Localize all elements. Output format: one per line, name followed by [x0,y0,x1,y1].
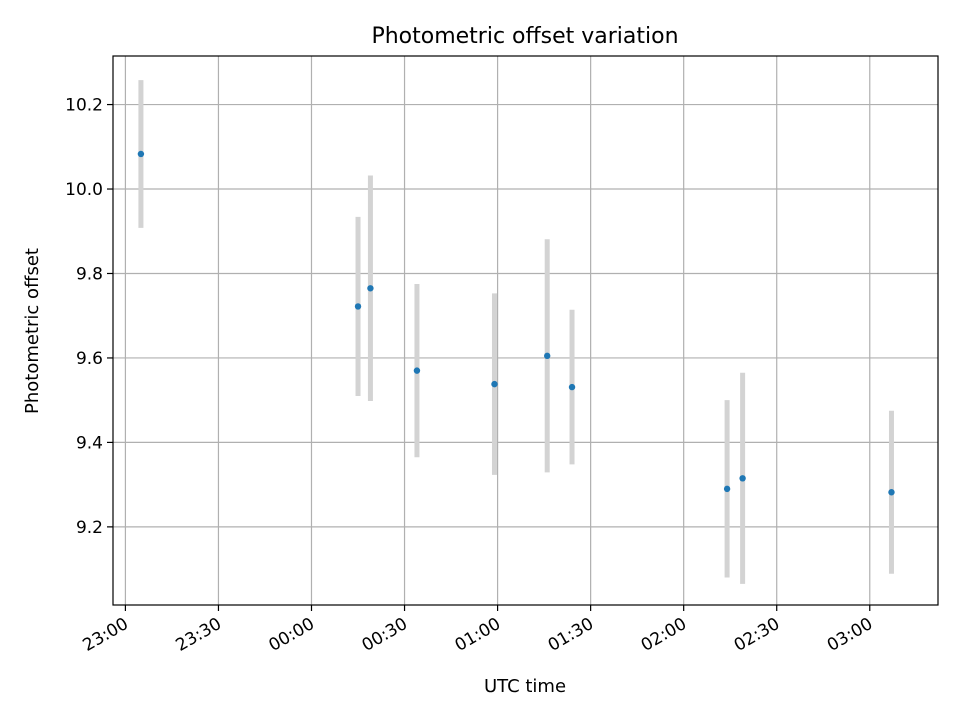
chart-title: Photometric offset variation [371,24,678,49]
y-tick-label: 10.0 [65,180,103,200]
data-point [739,475,746,482]
y-tick-label: 9.4 [76,433,103,453]
data-point [413,367,421,374]
data-point [544,352,551,360]
y-tick-label: 9.8 [76,264,103,284]
data-point [491,380,498,388]
data-point [367,285,374,292]
y-tick-label: 9.2 [76,518,103,538]
y-tick-label: 10.2 [65,96,103,116]
data-point [723,485,731,493]
data-point [354,303,362,310]
plot-frame [112,55,939,606]
data-point [137,150,145,158]
x-axis-label: UTC time [484,676,566,697]
y-axis-ticks: 9.2 9.4 9.6 9.8 10.0 10.2 [65,96,113,538]
grid [113,56,938,605]
data-point [568,383,576,391]
data-points [137,150,895,496]
data-point [888,489,895,496]
y-tick-label: 9.6 [76,349,103,369]
y-axis-label: Photometric offset [22,248,43,414]
